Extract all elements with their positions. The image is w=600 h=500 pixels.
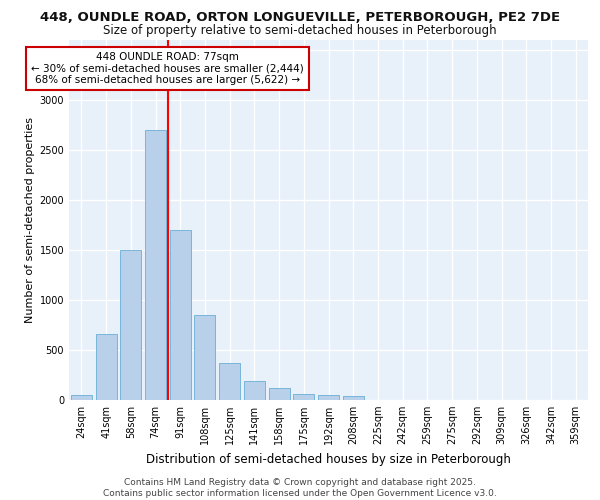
Bar	[194, 315, 215, 400]
Text: 448 OUNDLE ROAD: 77sqm
← 30% of semi-detached houses are smaller (2,444)
68% of : 448 OUNDLE ROAD: 77sqm ← 30% of semi-det…	[31, 52, 304, 85]
Y-axis label: Number of semi-detached properties: Number of semi-detached properties	[25, 117, 35, 323]
Bar	[170, 230, 191, 400]
Bar	[120, 250, 141, 400]
X-axis label: Distribution of semi-detached houses by size in Peterborough: Distribution of semi-detached houses by …	[146, 452, 511, 466]
Bar	[343, 396, 364, 400]
Bar	[219, 362, 240, 400]
Bar	[269, 388, 290, 400]
Bar	[95, 334, 116, 400]
Bar	[293, 394, 314, 400]
Bar	[318, 395, 339, 400]
Bar	[145, 130, 166, 400]
Text: 448, OUNDLE ROAD, ORTON LONGUEVILLE, PETERBOROUGH, PE2 7DE: 448, OUNDLE ROAD, ORTON LONGUEVILLE, PET…	[40, 11, 560, 24]
Text: Contains HM Land Registry data © Crown copyright and database right 2025.
Contai: Contains HM Land Registry data © Crown c…	[103, 478, 497, 498]
Text: Size of property relative to semi-detached houses in Peterborough: Size of property relative to semi-detach…	[103, 24, 497, 37]
Bar	[71, 394, 92, 400]
Bar	[244, 381, 265, 400]
